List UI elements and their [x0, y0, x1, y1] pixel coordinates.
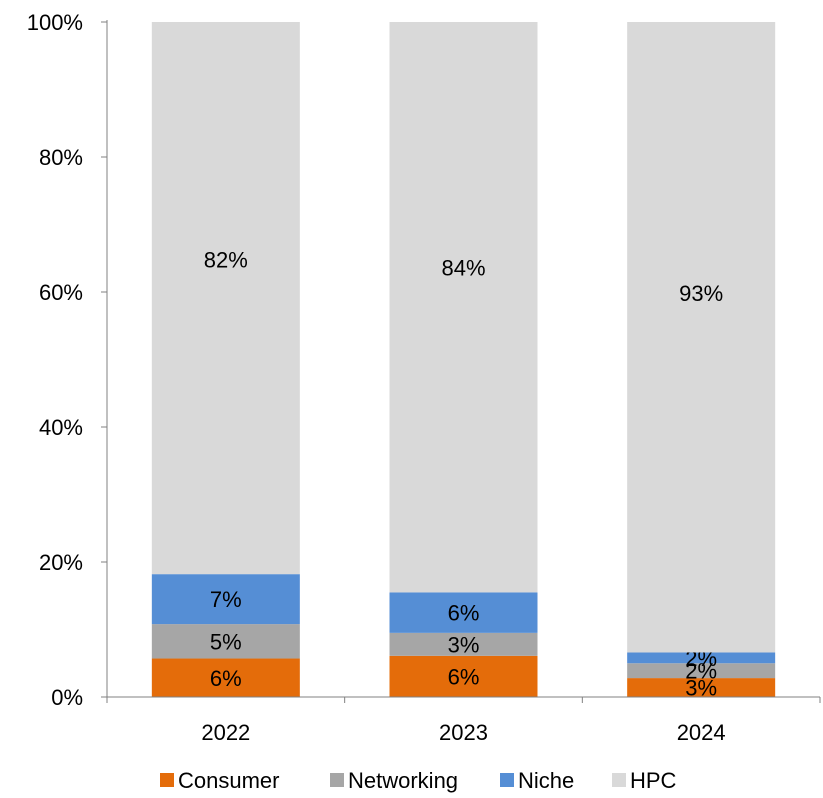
y-tick-label: 100% [27, 10, 83, 35]
legend-item-hpc: HPC [612, 768, 677, 793]
x-tick-label: 2023 [439, 720, 488, 745]
legend-swatch-networking [330, 773, 344, 787]
y-tick-label: 40% [39, 415, 83, 440]
bar-segment-niche-2024 [627, 652, 776, 664]
legend-swatch-hpc [612, 773, 626, 787]
data-label-networking-2023: 3% [448, 632, 480, 657]
data-label-networking-2022: 5% [210, 629, 242, 654]
y-tick-label: 0% [51, 685, 83, 710]
bar-segment-niche-2023 [389, 592, 538, 633]
data-label-niche-2023: 6% [448, 601, 480, 626]
legend-label-networking: Networking [348, 768, 458, 793]
data-label-hpc-2022: 82% [204, 247, 248, 272]
legend-item-networking: Networking [330, 768, 458, 793]
legend-item-niche: Niche [500, 768, 574, 793]
bar-segment-hpc-2023 [389, 22, 538, 593]
legend-label-niche: Niche [518, 768, 574, 793]
data-label-hpc-2023: 84% [441, 255, 485, 280]
y-axis: 0% 20% 40% 60% 80% 100% [27, 10, 108, 710]
x-axis: 2022 2023 2024 [106, 696, 821, 745]
legend-label-consumer: Consumer [178, 768, 279, 793]
data-label-niche-2022: 7% [210, 587, 242, 612]
legend: Consumer Networking Niche HPC [160, 768, 677, 793]
data-label-hpc-2024: 93% [679, 281, 723, 306]
x-tick-label: 2022 [201, 720, 250, 745]
legend-swatch-consumer [160, 773, 174, 787]
legend-swatch-niche [500, 773, 514, 787]
bar-segment-consumer-2022 [151, 658, 300, 697]
x-tick-label: 2024 [677, 720, 726, 745]
bar-segment-networking-2024 [627, 663, 776, 679]
bar-segment-niche-2022 [151, 574, 300, 625]
legend-label-hpc: HPC [630, 768, 677, 793]
bar-segment-networking-2023 [389, 632, 538, 656]
bar-segment-hpc-2022 [151, 22, 300, 575]
y-tick-label: 60% [39, 280, 83, 305]
y-tick-label: 80% [39, 145, 83, 170]
y-tick-label: 20% [39, 550, 83, 575]
bar-segment-consumer-2024 [627, 678, 776, 697]
bar-segment-consumer-2023 [389, 655, 538, 697]
plot-area: 6%5%7%82%6%3%6%84%3%2%2%93% [151, 22, 776, 701]
bar-segment-hpc-2024 [627, 22, 776, 653]
legend-item-consumer: Consumer [160, 768, 279, 793]
data-label-consumer-2023: 6% [448, 664, 480, 689]
data-label-consumer-2022: 6% [210, 666, 242, 691]
data-label-consumer-2024: 3% [685, 676, 717, 701]
bar-segment-networking-2022 [151, 624, 300, 659]
